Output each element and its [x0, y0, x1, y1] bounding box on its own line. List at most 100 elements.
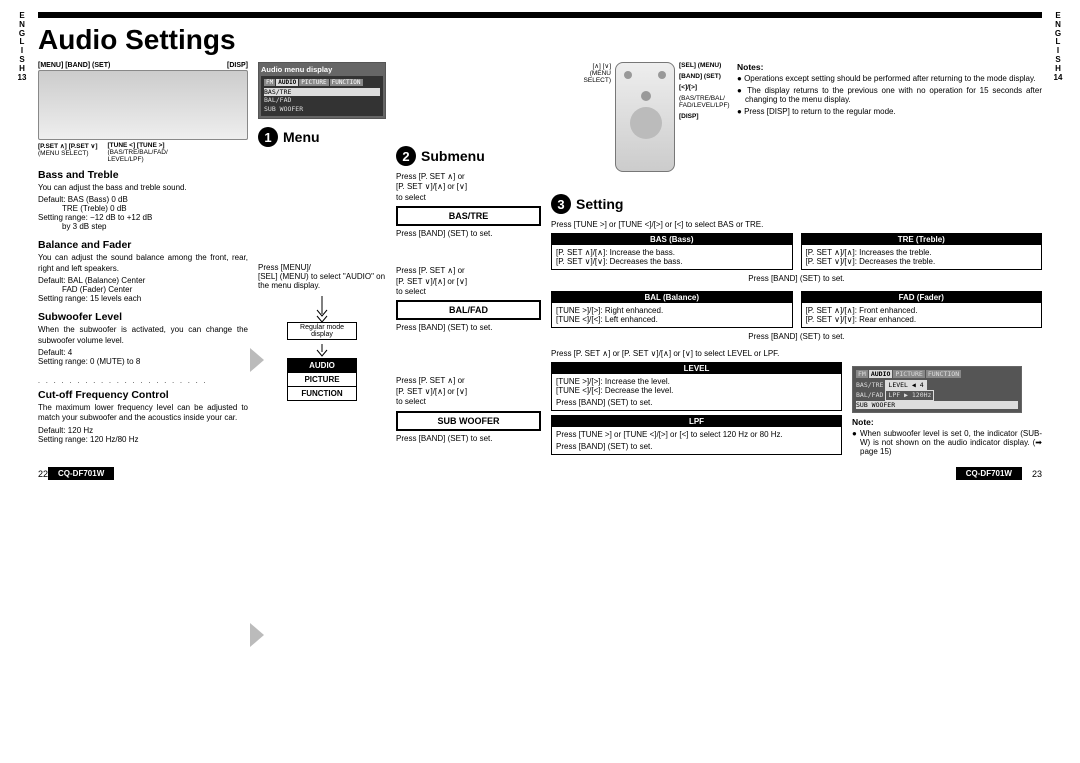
step-3-icon: 3 [551, 194, 571, 214]
top-rule [38, 12, 1042, 18]
sub-pre: Press [P. SET ∧] or [P. SET ∨]/[∧] or [∨… [396, 172, 541, 203]
sec-h: Balance and Fader [38, 239, 248, 251]
param-line: [TUNE >]/[>]: Increase the level. [556, 377, 837, 386]
remote-l2: (MENU SELECT) [584, 70, 611, 84]
remote-area: [∧] [∨](MENU SELECT) [SEL] (MENU) [BAND] [551, 62, 731, 184]
lcd-row: SUB WOOFER [264, 105, 380, 113]
sub-pre: Press [P. SET ∧] or [P. SET ∨]/[∧] or [∨… [396, 376, 541, 407]
param-bas: BAS (Bass) [P. SET ∧]/[∧]: Increase the … [551, 233, 793, 270]
param-line: Press [TUNE >] or [TUNE <]/[>] or [<] to… [556, 430, 837, 439]
head-label-right: [DISP] [227, 62, 248, 69]
lcd-val: LEVEL ◀ 4 [885, 380, 926, 390]
sec-h: Subwoofer Level [38, 311, 248, 323]
sec-balance-fader: Balance and Fader You can adjust the sou… [38, 239, 248, 303]
disp-hdr: Audio menu display [261, 65, 383, 74]
param-line: [P. SET ∨]/[∨]: Decreases the treble. [806, 257, 1038, 266]
param-h: LEVEL [552, 363, 841, 374]
arrow-down-icon [316, 296, 328, 322]
sec-p: The maximum lower frequency level can be… [38, 403, 248, 424]
param-line: [P. SET ∨]/[∨]: Rear enhanced. [806, 315, 1038, 324]
set-foot: Press [BAND] (SET) to set. [551, 332, 1042, 341]
sub-post: Press [BAND] (SET) to set. [396, 323, 541, 332]
param-h: LPF [552, 416, 841, 427]
menu-stack: AUDIO PICTURE FUNCTION [287, 358, 357, 401]
sub-btn-bastre: BAS/TRE [396, 206, 541, 226]
model-badge-right: CQ-DF701W [956, 467, 1022, 480]
lcd-row: BAS/TRE [264, 88, 380, 96]
arrow-right-icon [250, 623, 264, 647]
side-tab-right: E N G L I S H 14 [1050, 12, 1066, 480]
lcd-val: LPF ▶ 120Hz [885, 390, 934, 400]
param-line: [P. SET ∧]/[∧]: Front enhanced. [806, 306, 1038, 315]
param-lpf: LPF Press [TUNE >] or [TUNE <]/[>] or [<… [551, 415, 842, 455]
arrow-right-icon [250, 348, 264, 372]
lcd-tab: FM [264, 79, 275, 86]
remote-r4: (BAS/TRE/BAL/ FAD/LEVEL/LPF) [679, 95, 731, 109]
param-line: Press [BAND] (SET) to set. [556, 398, 837, 407]
param-h: TRE (Treble) [802, 234, 1042, 245]
notes-box: Notes: Operations except setting should … [737, 62, 1042, 184]
menu-item-picture: PICTURE [288, 373, 356, 387]
sec-p: When the subwoofer is activated, you can… [38, 325, 248, 346]
menu-caption: Regular mode display [287, 322, 357, 340]
submenu-balfad: Press [P. SET ∧] or [P. SET ∨]/[∧] or [∨… [396, 266, 541, 332]
notes-heading: Notes: [737, 62, 1042, 72]
mini-lcd: FM AUDIO PICTURE FUNCTION BAS/TRELEVEL ◀… [852, 366, 1022, 413]
lcd-row: BAS/TRE [856, 381, 883, 389]
submenu-subwoofer: Press [P. SET ∧] or [P. SET ∨]/[∧] or [∨… [396, 376, 541, 442]
note2-item: When subwoofer level is set 0, the indic… [852, 429, 1042, 456]
sec-cutoff: Cut-off Frequency Control The maximum lo… [38, 389, 248, 444]
param-h: BAL (Balance) [552, 292, 792, 303]
sec-p: You can adjust the bass and treble sound… [38, 183, 248, 193]
sec-m: Default: BAL (Balance) Center FAD (Fader… [38, 276, 248, 303]
param-fad: FAD (Fader) [P. SET ∧]/[∧]: Front enhanc… [801, 291, 1043, 328]
step-3-label: Setting [576, 196, 623, 212]
tune-sub: (BAS/TRE/BAL/FAD/ LEVEL/LPF) [107, 149, 167, 163]
set-foot: Press [BAND] (SET) to set. [551, 274, 1042, 283]
pset-label: [P.SET ∧] [P.SET ∨] [38, 142, 97, 150]
head-label-left: [MENU] [BAND] (SET) [38, 62, 110, 69]
lcd-tab: PICTURE [893, 370, 924, 378]
model-badge-left: CQ-DF701W [48, 467, 114, 480]
page-num-left: 22 [38, 469, 48, 479]
lcd-tab-active: AUDIO [276, 79, 298, 86]
sub-btn-subwoofer: SUB WOOFER [396, 411, 541, 431]
note-item: Press [DISP] to return to the regular mo… [737, 107, 1042, 116]
step-1-label: Menu [283, 129, 320, 145]
pset-sub: (MENU SELECT) [38, 150, 97, 157]
step-2-icon: 2 [396, 146, 416, 166]
remote-illustration [615, 62, 675, 172]
lcd-row: BAL/FAD [264, 96, 380, 104]
param-line: [TUNE <]/[<]: Left enhanced. [556, 315, 788, 324]
lcd-row: BAL/FAD [856, 391, 883, 399]
note2: Note: When subwoofer level is set 0, the… [852, 417, 1042, 456]
menu-instr: Press [MENU]/ [SEL] (MENU) to select "AU… [258, 263, 386, 290]
lcd-tab-active: AUDIO [869, 370, 893, 378]
set-instr-bastre: Press [TUNE >] or [TUNE <]/[>] or [<] to… [551, 220, 1042, 229]
step-2-label: Submenu [421, 148, 485, 164]
menu-item-function: FUNCTION [288, 387, 356, 400]
param-line: [P. SET ∨]/[∨]: Decreases the bass. [556, 257, 788, 266]
menu-item-audio: AUDIO [288, 359, 356, 373]
sec-bass-treble: Bass and Treble You can adjust the bass … [38, 169, 248, 231]
note2-h: Note: [852, 417, 1042, 427]
sub-btn-balfad: BAL/FAD [396, 300, 541, 320]
lcd-tab: FUNCTION [330, 79, 363, 86]
param-tre: TRE (Treble) [P. SET ∧]/[∧]: Increases t… [801, 233, 1043, 270]
lcd-tab: PICTURE [299, 79, 328, 86]
param-line: [TUNE <]/[<]: Decrease the level. [556, 386, 837, 395]
sec-p: You can adjust the sound balance among t… [38, 253, 248, 274]
arrow-down-icon [316, 344, 328, 358]
lcd-row: SUB WOOFER [856, 401, 1018, 409]
audio-menu-display: Audio menu display FM AUDIO PICTURE FUNC… [258, 62, 386, 119]
param-line: [P. SET ∧]/[∧]: Increase the bass. [556, 248, 788, 257]
sec-m: Default: 120 Hz Setting range: 120 Hz/80… [38, 426, 248, 444]
page-title: Audio Settings [38, 24, 1042, 56]
set-instr-level: Press [P. SET ∧] or [P. SET ∨]/[∧] or [∨… [551, 349, 1042, 358]
param-line: Press [BAND] (SET) to set. [556, 442, 837, 451]
param-line: [P. SET ∧]/[∧]: Increases the treble. [806, 248, 1038, 257]
tune-label: [TUNE <] [TUNE >] [107, 142, 167, 149]
divider-dots: . . . . . . . . . . . . . . . . . . . . … [38, 378, 248, 385]
sec-h: Cut-off Frequency Control [38, 389, 248, 401]
remote-r5: [DISP] [679, 113, 731, 120]
